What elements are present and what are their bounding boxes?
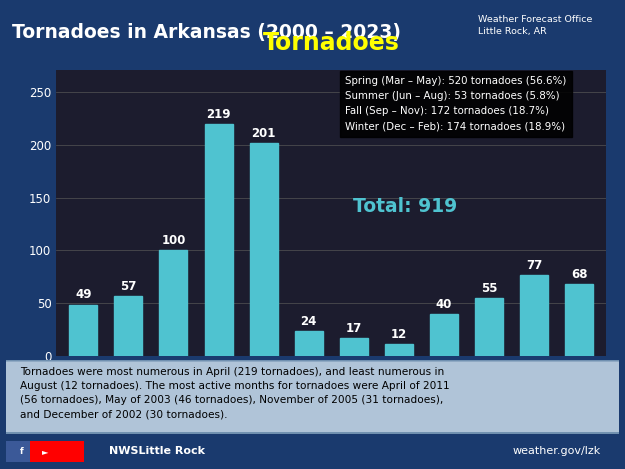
Text: NWSLittle Rock: NWSLittle Rock xyxy=(109,446,206,456)
Text: 100: 100 xyxy=(161,234,186,247)
Text: 24: 24 xyxy=(301,315,317,328)
Bar xyxy=(159,250,188,356)
Bar xyxy=(565,284,593,356)
Text: 57: 57 xyxy=(120,280,137,293)
Bar xyxy=(430,314,458,356)
Bar xyxy=(204,124,232,356)
Text: 12: 12 xyxy=(391,327,407,340)
Bar xyxy=(385,344,413,356)
Bar xyxy=(114,296,142,356)
Text: Total: 919: Total: 919 xyxy=(353,197,458,216)
FancyBboxPatch shape xyxy=(0,361,625,433)
Bar xyxy=(475,298,503,356)
Bar xyxy=(69,304,98,356)
Text: Tornadoes were most numerous in April (219 tornadoes), and least numerous in
Aug: Tornadoes were most numerous in April (2… xyxy=(20,367,449,419)
Text: f: f xyxy=(19,447,23,456)
Bar xyxy=(340,339,367,356)
Text: 49: 49 xyxy=(75,288,91,302)
FancyBboxPatch shape xyxy=(30,440,60,462)
Text: 17: 17 xyxy=(346,322,362,335)
FancyBboxPatch shape xyxy=(54,440,84,462)
Text: 68: 68 xyxy=(571,268,588,281)
Text: Tornadoes: Tornadoes xyxy=(263,30,400,54)
Text: 201: 201 xyxy=(251,127,276,140)
Bar xyxy=(295,331,322,356)
Text: Tornadoes in Arkansas (2000 – 2023): Tornadoes in Arkansas (2000 – 2023) xyxy=(12,23,401,42)
Bar xyxy=(249,144,278,356)
Text: Spring (Mar – May): 520 tornadoes (56.6%)
Summer (Jun – Aug): 53 tornadoes (5.8%: Spring (Mar – May): 520 tornadoes (56.6%… xyxy=(345,76,566,132)
Text: Weather Forecast Office
Little Rock, AR: Weather Forecast Office Little Rock, AR xyxy=(478,15,592,37)
Text: 219: 219 xyxy=(206,108,231,121)
Text: ►: ► xyxy=(42,447,48,456)
Text: weather.gov/lzk: weather.gov/lzk xyxy=(512,446,601,456)
Text: 77: 77 xyxy=(526,259,542,272)
Text: 55: 55 xyxy=(481,282,498,295)
Text: 40: 40 xyxy=(436,298,452,311)
Bar xyxy=(520,275,548,356)
FancyBboxPatch shape xyxy=(6,440,36,462)
